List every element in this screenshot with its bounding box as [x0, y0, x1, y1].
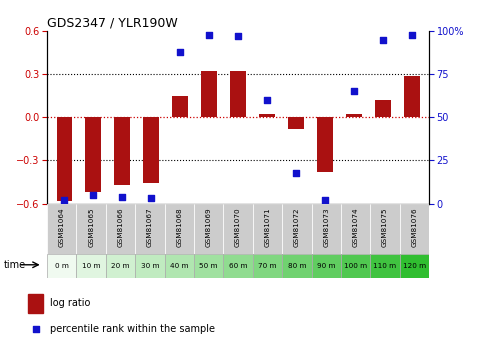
Point: [89, 192, 97, 198]
Text: GSM81072: GSM81072: [294, 208, 300, 247]
Bar: [341, 204, 371, 254]
Bar: [375, 100, 391, 117]
Bar: [371, 204, 400, 254]
Bar: [317, 117, 333, 172]
Text: GSM81071: GSM81071: [264, 208, 270, 247]
Text: 110 m: 110 m: [373, 263, 396, 269]
Bar: [282, 254, 311, 278]
Text: 20 m: 20 m: [111, 263, 130, 269]
Text: GSM81064: GSM81064: [59, 208, 65, 247]
Text: GSM81070: GSM81070: [235, 208, 241, 247]
Bar: [223, 254, 253, 278]
Bar: [85, 117, 101, 192]
Bar: [223, 204, 253, 254]
Bar: [135, 204, 165, 254]
Point: [234, 33, 242, 39]
Bar: [341, 254, 371, 278]
Text: 30 m: 30 m: [141, 263, 159, 269]
Bar: [194, 204, 223, 254]
Bar: [404, 76, 420, 117]
Text: time: time: [4, 260, 26, 270]
Text: GSM81074: GSM81074: [353, 208, 359, 247]
Text: 50 m: 50 m: [199, 263, 218, 269]
Point: [292, 170, 300, 175]
Text: GSM81073: GSM81073: [323, 208, 329, 247]
Bar: [194, 254, 223, 278]
Text: GSM81075: GSM81075: [382, 208, 388, 247]
Text: 90 m: 90 m: [317, 263, 335, 269]
Bar: [282, 204, 311, 254]
Point: [263, 97, 271, 103]
Text: GSM81069: GSM81069: [206, 208, 212, 247]
Bar: [47, 254, 76, 278]
Text: 100 m: 100 m: [344, 263, 367, 269]
Bar: [143, 117, 159, 184]
Bar: [57, 117, 72, 201]
Bar: [400, 204, 429, 254]
Point: [408, 32, 416, 37]
Bar: [259, 115, 275, 117]
Point: [32, 327, 40, 332]
Text: GDS2347 / YLR190W: GDS2347 / YLR190W: [47, 17, 178, 30]
Text: GSM81067: GSM81067: [147, 208, 153, 247]
Bar: [230, 71, 246, 117]
Bar: [115, 117, 130, 185]
Bar: [400, 254, 429, 278]
Bar: [76, 254, 106, 278]
Text: GSM81076: GSM81076: [411, 208, 417, 247]
Bar: [311, 254, 341, 278]
Bar: [172, 96, 188, 117]
Bar: [165, 254, 194, 278]
Text: 120 m: 120 m: [403, 263, 426, 269]
Bar: [106, 204, 135, 254]
Point: [176, 49, 184, 55]
Point: [61, 197, 68, 203]
Text: GSM81066: GSM81066: [118, 208, 124, 247]
Bar: [135, 254, 165, 278]
Bar: [76, 204, 106, 254]
Point: [147, 196, 155, 201]
Text: 40 m: 40 m: [170, 263, 188, 269]
Bar: [47, 204, 76, 254]
Bar: [253, 204, 282, 254]
Bar: [106, 254, 135, 278]
Bar: [253, 254, 282, 278]
Bar: [346, 115, 362, 117]
Point: [350, 89, 358, 94]
Point: [379, 37, 387, 42]
Text: GSM81065: GSM81065: [88, 208, 94, 247]
Bar: [311, 204, 341, 254]
Text: 80 m: 80 m: [288, 263, 306, 269]
Text: 0 m: 0 m: [55, 263, 69, 269]
Text: 10 m: 10 m: [82, 263, 100, 269]
Text: percentile rank within the sample: percentile rank within the sample: [51, 324, 215, 334]
Text: GSM81068: GSM81068: [176, 208, 183, 247]
Point: [321, 197, 329, 203]
Text: log ratio: log ratio: [51, 298, 91, 308]
Bar: [201, 71, 217, 117]
Bar: [288, 117, 304, 129]
Bar: [165, 204, 194, 254]
Text: 70 m: 70 m: [258, 263, 277, 269]
Text: 60 m: 60 m: [229, 263, 248, 269]
Point: [119, 194, 126, 199]
Bar: [28, 294, 44, 313]
Bar: [371, 254, 400, 278]
Point: [205, 32, 213, 37]
